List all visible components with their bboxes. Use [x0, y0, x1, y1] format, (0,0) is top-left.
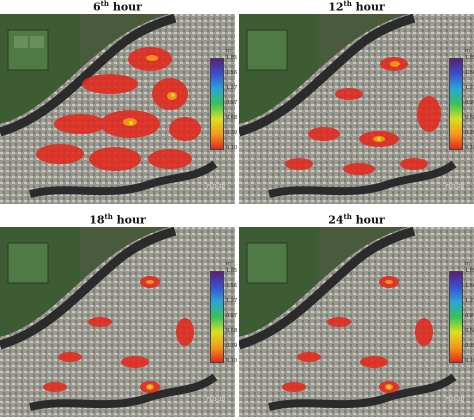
legend-tick-label: 1.56: [226, 283, 238, 289]
watermark: FLO-2D: [207, 397, 226, 403]
legend-tick-label: 1.56: [465, 283, 474, 289]
legend-tick-label: 1.27: [226, 298, 238, 304]
legend-tick-label: 0.97: [465, 100, 474, 106]
legend-tick-label: 0.10: [465, 358, 474, 364]
legend-tick-label: 0.97: [465, 313, 474, 319]
panel-title-24th-hour: 24th hour: [328, 212, 385, 227]
watermark: FLO-2D: [207, 184, 226, 190]
panel-title-18th-hour: 18th hour: [89, 212, 146, 227]
legend-unit: m: [465, 48, 470, 54]
legend-ticks: 1.85 1.56 1.27 0.97 0.68 0.39 0.10: [226, 268, 242, 364]
legend-unit: m: [465, 261, 470, 267]
legend-tick-label: 1.85: [226, 268, 238, 274]
legend-tick-label: 0.97: [226, 313, 238, 319]
depth-legend-bar: [210, 58, 224, 150]
legend-tick-label: 1.27: [465, 85, 474, 91]
legend-tick-label: 0.68: [226, 328, 238, 334]
legend-tick-label: 0.97: [226, 100, 238, 106]
watermark: FLO-2D: [446, 184, 465, 190]
watermark: FLO-2D: [446, 397, 465, 403]
legend-ticks: 1.85 1.56 1.27 0.97 0.68 0.39 0.10: [226, 55, 242, 151]
legend-tick-label: 0.39: [465, 343, 474, 349]
legend-tick-label: 1.56: [465, 70, 474, 76]
flood-depth-overlay: [285, 57, 441, 175]
legend-tick-label: 1.27: [465, 298, 474, 304]
depth-legend-bar: [210, 271, 224, 363]
flood-map-24th-hour: [239, 227, 474, 417]
legend-tick-label: 0.10: [465, 145, 474, 151]
legend-tick-label: 0.39: [226, 343, 238, 349]
legend-tick-label: 1.85: [226, 55, 238, 61]
flood-map-12th-hour: [239, 14, 474, 204]
legend-tick-label: 0.68: [465, 115, 474, 121]
panel-title-12th-hour: 12th hour: [328, 0, 385, 14]
legend-tick-label: 0.39: [465, 130, 474, 136]
legend-tick-label: 0.68: [465, 328, 474, 334]
legend-tick-label: 0.39: [226, 130, 238, 136]
panel-18th-hour: 18th hour m 1.85: [0, 212, 237, 418]
legend-tick-label: 1.85: [465, 55, 474, 61]
legend-tick-label: 1.85: [465, 268, 474, 274]
legend-tick-label: 0.10: [226, 145, 238, 151]
flood-map-18th-hour: [0, 227, 235, 417]
legend-tick-label: 0.68: [226, 115, 238, 121]
panel-title-6th-hour: 6th hour: [93, 0, 142, 14]
flood-map-6th-hour: [0, 14, 235, 204]
legend-unit: m: [226, 48, 231, 54]
depth-legend-bar: [449, 58, 463, 150]
legend-tick-label: 1.56: [226, 70, 238, 76]
panel-24th-hour: 24th hour m 1.85: [239, 212, 474, 418]
flood-depth-overlay: [282, 276, 433, 393]
legend-tick-label: 1.27: [226, 85, 238, 91]
panel-6th-hour: 6th hour: [0, 0, 237, 205]
legend-ticks: 1.85 1.56 1.27 0.97 0.68 0.39 0.10: [465, 268, 474, 364]
legend-unit: m: [226, 261, 231, 267]
legend-ticks: 1.85 1.56 1.27 0.97 0.68 0.39 0.10: [465, 55, 474, 151]
depth-legend-bar: [449, 271, 463, 363]
legend-tick-label: 0.10: [226, 358, 238, 364]
panel-12th-hour: 12th hour: [239, 0, 474, 205]
